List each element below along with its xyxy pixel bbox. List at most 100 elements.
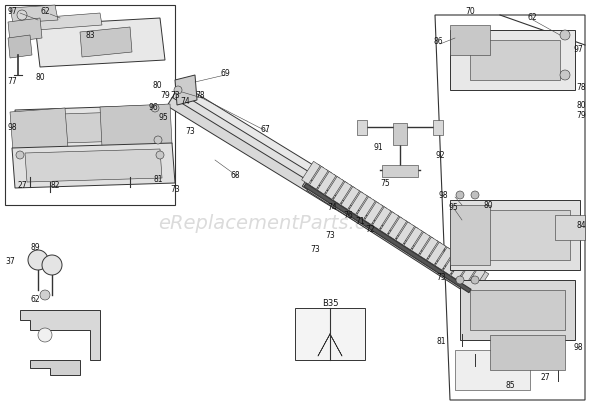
Polygon shape xyxy=(167,97,384,236)
Text: 78: 78 xyxy=(195,92,205,100)
Polygon shape xyxy=(440,250,457,272)
Polygon shape xyxy=(307,164,324,186)
Text: 27: 27 xyxy=(540,373,550,382)
Text: 98: 98 xyxy=(573,344,583,353)
Polygon shape xyxy=(20,310,100,360)
Polygon shape xyxy=(393,220,410,242)
Polygon shape xyxy=(448,255,466,277)
Text: 80: 80 xyxy=(576,100,586,109)
Polygon shape xyxy=(490,335,565,370)
Polygon shape xyxy=(419,237,438,260)
Text: 75: 75 xyxy=(380,178,390,188)
Text: 37: 37 xyxy=(5,257,15,266)
Text: 73: 73 xyxy=(185,128,195,137)
Polygon shape xyxy=(333,182,352,204)
Polygon shape xyxy=(450,205,490,265)
Polygon shape xyxy=(80,27,132,57)
Polygon shape xyxy=(450,25,490,55)
Polygon shape xyxy=(8,35,32,58)
Circle shape xyxy=(560,70,570,80)
Text: 79: 79 xyxy=(576,111,586,119)
Circle shape xyxy=(156,151,164,159)
Polygon shape xyxy=(459,262,477,285)
Polygon shape xyxy=(30,111,157,144)
Text: 82: 82 xyxy=(50,180,60,190)
Polygon shape xyxy=(341,187,359,209)
Text: 92: 92 xyxy=(435,150,445,159)
Polygon shape xyxy=(464,266,481,287)
Text: 95: 95 xyxy=(448,204,458,213)
Text: 77: 77 xyxy=(7,78,17,86)
Polygon shape xyxy=(388,217,407,240)
Polygon shape xyxy=(380,212,399,235)
Bar xyxy=(5,5,175,205)
Text: 71: 71 xyxy=(355,218,365,226)
Text: 83: 83 xyxy=(85,31,95,40)
Text: 81: 81 xyxy=(153,176,163,185)
Polygon shape xyxy=(456,260,473,282)
Circle shape xyxy=(471,276,479,284)
Text: 73: 73 xyxy=(170,90,180,100)
Polygon shape xyxy=(450,200,580,270)
Polygon shape xyxy=(10,108,68,152)
Polygon shape xyxy=(362,200,379,222)
Polygon shape xyxy=(349,192,368,214)
Circle shape xyxy=(174,86,182,94)
Polygon shape xyxy=(443,252,462,275)
Polygon shape xyxy=(35,13,102,30)
Polygon shape xyxy=(35,18,165,67)
Polygon shape xyxy=(307,184,476,297)
Polygon shape xyxy=(460,280,575,340)
Circle shape xyxy=(38,328,52,342)
Polygon shape xyxy=(325,176,344,199)
Polygon shape xyxy=(470,290,565,330)
Text: 74: 74 xyxy=(327,204,337,213)
Polygon shape xyxy=(365,202,383,225)
Polygon shape xyxy=(451,257,470,280)
Text: 62: 62 xyxy=(527,14,537,22)
Polygon shape xyxy=(450,30,575,90)
Text: 73: 73 xyxy=(325,232,335,240)
Text: 73: 73 xyxy=(170,185,180,195)
Text: 72: 72 xyxy=(365,225,375,233)
Polygon shape xyxy=(396,222,415,245)
Polygon shape xyxy=(372,207,391,230)
Polygon shape xyxy=(409,230,426,252)
Polygon shape xyxy=(424,240,442,262)
Circle shape xyxy=(456,276,464,284)
Polygon shape xyxy=(356,197,375,219)
Polygon shape xyxy=(322,175,339,197)
Circle shape xyxy=(471,191,479,199)
Polygon shape xyxy=(302,178,473,292)
Circle shape xyxy=(151,104,159,112)
Text: 27: 27 xyxy=(17,180,27,190)
Polygon shape xyxy=(100,104,172,147)
Text: 80: 80 xyxy=(152,81,162,90)
Text: B35: B35 xyxy=(322,299,338,308)
Polygon shape xyxy=(369,205,386,227)
Polygon shape xyxy=(460,210,570,260)
Polygon shape xyxy=(377,210,395,232)
Polygon shape xyxy=(295,308,365,360)
Text: 69: 69 xyxy=(220,69,230,78)
Text: 80: 80 xyxy=(483,200,493,209)
Polygon shape xyxy=(301,161,320,184)
Polygon shape xyxy=(175,75,197,105)
Polygon shape xyxy=(467,267,485,290)
Polygon shape xyxy=(382,165,418,177)
Text: 73: 73 xyxy=(310,245,320,254)
Polygon shape xyxy=(435,247,454,270)
Circle shape xyxy=(40,290,50,300)
Text: 97: 97 xyxy=(7,7,17,17)
Text: 81: 81 xyxy=(436,337,446,347)
Polygon shape xyxy=(10,5,58,23)
Polygon shape xyxy=(433,120,443,135)
Polygon shape xyxy=(471,271,489,292)
Polygon shape xyxy=(401,225,418,247)
Circle shape xyxy=(456,191,464,199)
Polygon shape xyxy=(30,360,80,375)
Text: 70: 70 xyxy=(465,7,475,17)
Text: 73: 73 xyxy=(436,273,446,282)
Text: 84: 84 xyxy=(576,221,586,230)
Circle shape xyxy=(17,10,27,20)
